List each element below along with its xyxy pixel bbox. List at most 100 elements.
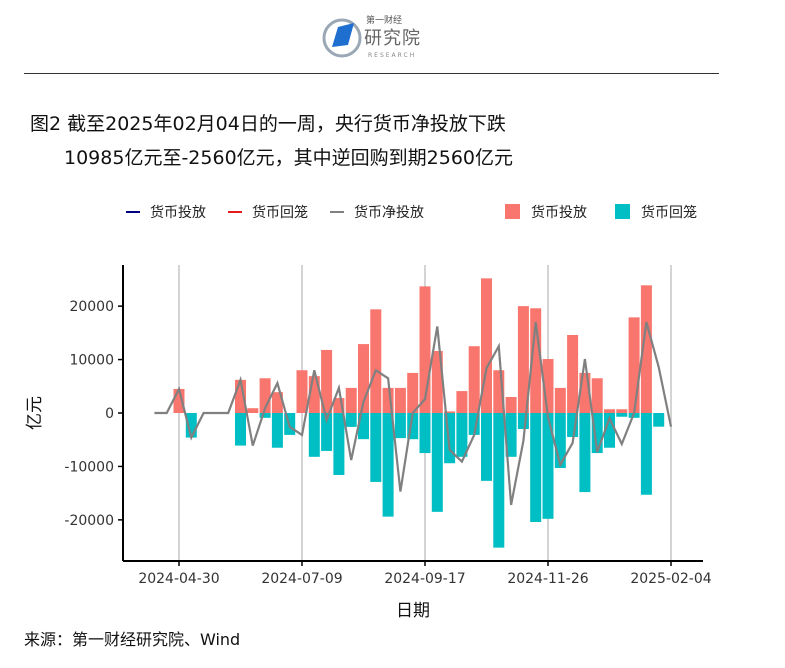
withdrawal-bar [530, 413, 542, 522]
withdrawal-bar [271, 413, 283, 448]
withdrawal-bar [333, 413, 345, 475]
injection-bar [604, 409, 615, 413]
withdrawal-bar [345, 413, 357, 427]
logo-text-top: 第一财经 [366, 16, 403, 26]
withdrawal-bar [591, 413, 603, 454]
logo-emblem-icon [322, 18, 362, 58]
injection-bar [358, 344, 369, 413]
withdrawal-bar [653, 413, 665, 427]
x-tick-label: 2024-09-17 [384, 571, 465, 587]
injection-bar [542, 359, 554, 413]
withdrawal-bar [394, 413, 406, 439]
withdrawal-bar [616, 413, 628, 417]
withdrawal-bar [419, 413, 431, 454]
withdrawal-bar [554, 413, 566, 469]
injection-bar [530, 308, 542, 413]
injection-bar [444, 411, 456, 413]
withdrawal-bar [493, 413, 505, 548]
axes: -20000 -10000 0 10000 20000 2024-04-30 2024-07… [25, 265, 712, 621]
x-axis-title: 日期 [396, 601, 430, 621]
logo-text-sub: RESEARCH [368, 52, 417, 59]
y-tick-label: -10000 [64, 459, 114, 475]
logo-text-main: 研究院 [364, 28, 421, 49]
withdrawal-bar [567, 413, 579, 438]
injection-bar [456, 391, 468, 413]
legend-fill-key [615, 204, 630, 219]
legend-label: 货币投放 [531, 204, 587, 221]
y-tick-label: 10000 [69, 353, 114, 369]
legend-label: 货币回笼 [641, 204, 697, 221]
withdrawal-bar [481, 413, 492, 481]
injection-bar [321, 349, 333, 413]
injection-bar [628, 317, 640, 413]
legend: 货币投放 货币回笼 货币净投放 货币投放 货币回笼 [126, 204, 697, 221]
withdrawal-bar [542, 413, 554, 519]
title-line-1: 图2 截至2025年02月04日的一周，央行货币净投放下跌 [30, 113, 506, 135]
injection-bar [554, 387, 566, 413]
injection-bar [235, 379, 246, 413]
injection-bar [640, 285, 652, 413]
y-tick-label: 0 [105, 406, 114, 422]
logo: 第一财经 研究院 RESEARCH [322, 16, 442, 62]
withdrawal-bar [517, 413, 529, 430]
divider [24, 73, 719, 74]
injection-bar [370, 309, 382, 413]
injection-bar [296, 370, 308, 413]
withdrawal-bar [444, 413, 456, 464]
withdrawal-bar [308, 413, 320, 457]
withdrawal-bar [604, 413, 615, 448]
injection-bar [407, 372, 419, 413]
source-note: 来源：第一财经研究院、Wind [24, 630, 241, 649]
injection-bar [345, 387, 357, 413]
injection-bar [505, 396, 517, 413]
y-tick-label: -20000 [64, 513, 114, 529]
legend-label: 货币净投放 [354, 204, 424, 221]
injection-bar [382, 387, 394, 413]
injection-bar [333, 398, 345, 413]
injection-bar [616, 409, 628, 413]
injection-bar [567, 334, 579, 413]
withdrawal-bar [382, 413, 394, 517]
injection-bar [308, 376, 320, 413]
injection-bar [394, 387, 406, 413]
x-tick-label: 2024-04-30 [138, 571, 219, 587]
withdrawal-bar [370, 413, 382, 482]
injection-bar [259, 378, 271, 413]
injection-bar [431, 351, 443, 413]
withdrawal-bar [505, 413, 517, 457]
withdrawal-bar [579, 413, 591, 493]
y-tick-label: 20000 [69, 299, 114, 315]
withdrawal-bar [431, 413, 443, 512]
title-line-2: 10985亿元至-2560亿元，其中逆回购到期2560亿元 [64, 147, 514, 169]
injection-bar [517, 306, 529, 413]
injection-bar [579, 372, 591, 413]
injection-bar [591, 378, 603, 413]
injection-bar [481, 278, 492, 413]
injection-bar [493, 370, 505, 413]
injection-bar [468, 346, 480, 413]
withdrawal-bar [640, 413, 652, 495]
withdrawal-bar [407, 413, 419, 440]
withdrawal-bar [321, 413, 333, 451]
legend-fill-key [505, 204, 520, 219]
withdrawal-bar [456, 413, 468, 457]
withdrawal-bar [259, 413, 271, 418]
withdrawal-bar [185, 413, 197, 438]
legend-label: 货币回笼 [252, 204, 308, 221]
injection-bar [173, 388, 185, 413]
x-tick-label: 2025-02-04 [630, 571, 711, 587]
injection-bar [419, 286, 431, 413]
bars [173, 278, 665, 548]
withdrawal-bar [468, 413, 480, 435]
x-tick-label: 2024-07-09 [261, 571, 342, 587]
withdrawal-bar [358, 413, 369, 440]
x-tick-label: 2024-11-26 [507, 571, 588, 587]
legend-label: 货币投放 [150, 204, 206, 221]
withdrawal-bar [235, 413, 246, 446]
y-axis-title: 亿元 [25, 396, 45, 430]
injection-bar [247, 408, 259, 413]
injection-bar [271, 392, 283, 413]
net-line [154, 321, 673, 506]
